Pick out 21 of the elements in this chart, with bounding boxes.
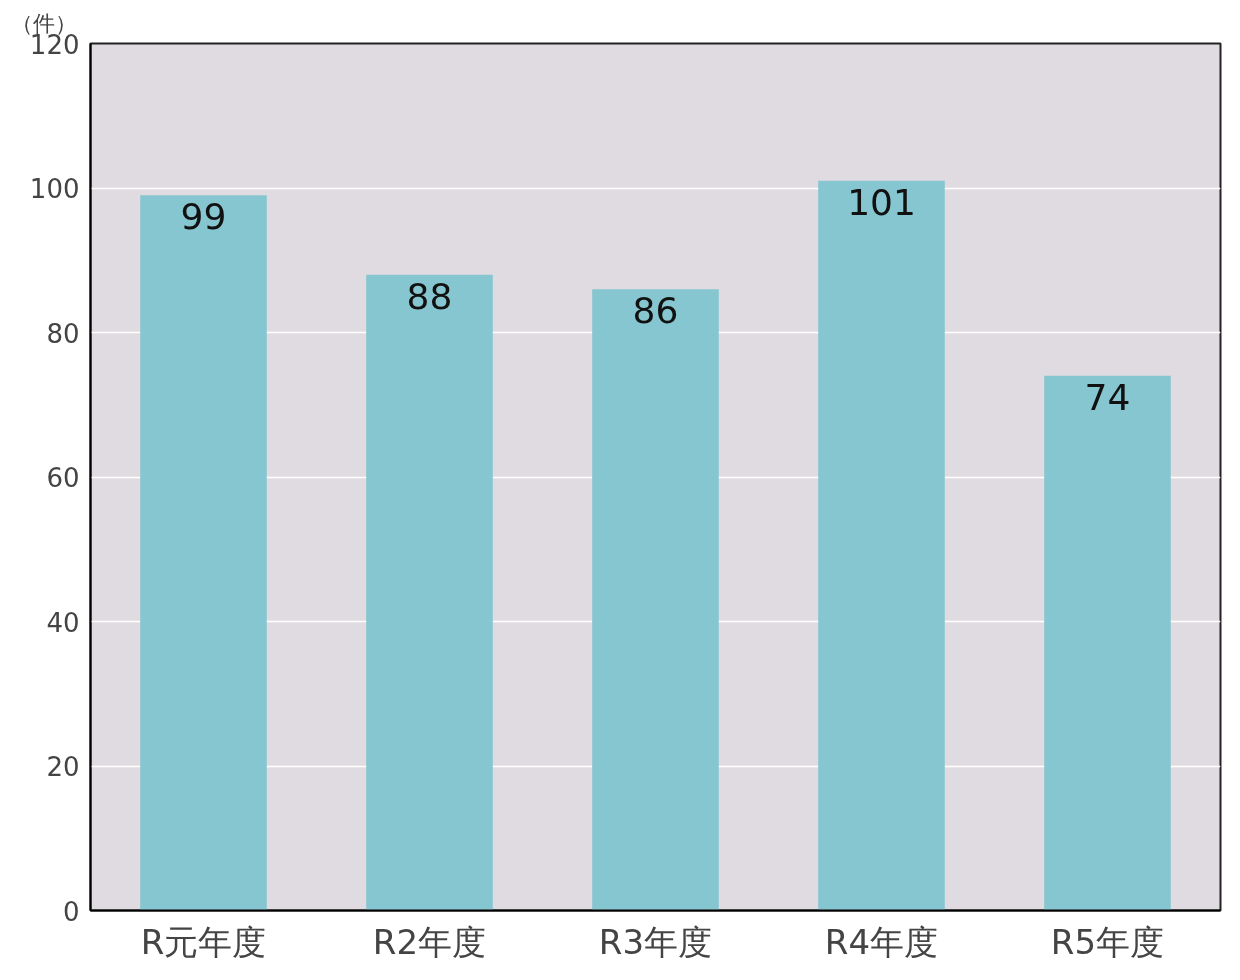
- data-label: 74: [1084, 376, 1131, 418]
- y-tick-label: 60: [46, 463, 80, 493]
- data-label: 86: [632, 290, 679, 332]
- y-tick-label: 20: [46, 752, 80, 782]
- bar: [592, 289, 719, 911]
- x-tick-label: R2年度: [372, 921, 487, 962]
- x-tick-label: R元年度: [140, 921, 267, 962]
- data-label: 88: [406, 275, 453, 317]
- x-tick-label: R4年度: [824, 921, 939, 962]
- data-label: 101: [847, 181, 916, 223]
- bar: [818, 180, 945, 911]
- y-tick-label: 80: [46, 318, 80, 349]
- data-label: 99: [180, 196, 227, 238]
- x-tick-label: R5年度: [1050, 921, 1165, 962]
- y-tick-label: 100: [29, 174, 80, 204]
- y-tick-label: 0: [62, 896, 80, 927]
- x-tick-label: R3年度: [598, 921, 713, 962]
- bar: [366, 274, 493, 911]
- bar: [1044, 375, 1171, 911]
- y-tick-label: 40: [46, 607, 80, 638]
- bar: [140, 195, 267, 911]
